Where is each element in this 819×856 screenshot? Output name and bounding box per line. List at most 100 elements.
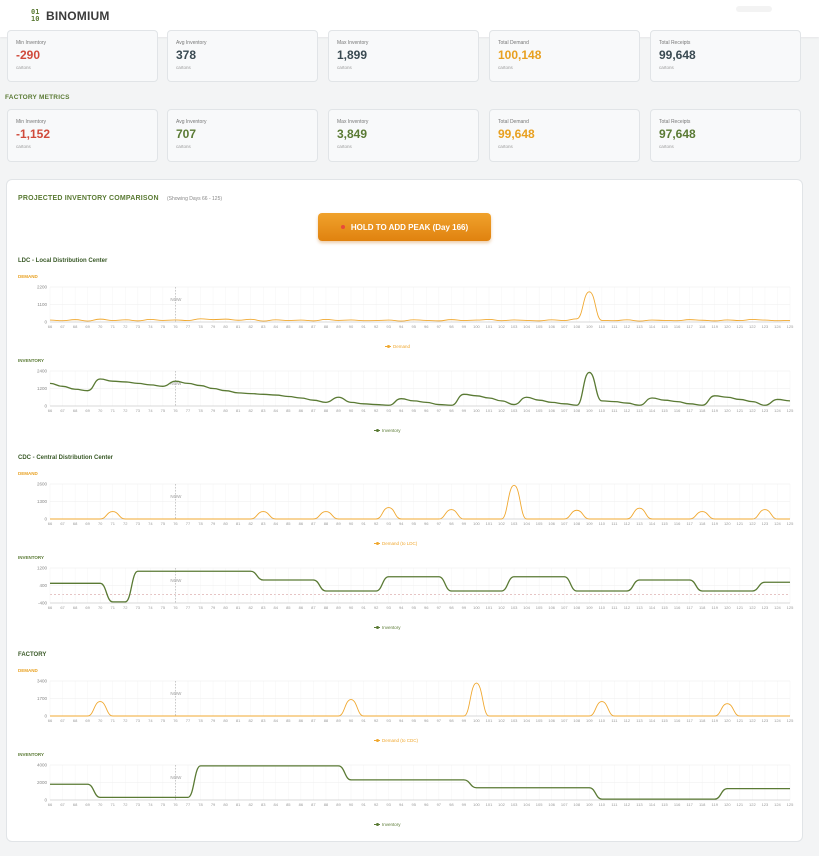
x-tick-label: 121 (736, 521, 743, 526)
factory-title: FACTORY (18, 652, 47, 658)
x-tick-label: 70 (98, 521, 103, 526)
x-tick-label: 88 (324, 324, 329, 329)
x-tick-label: 89 (336, 718, 341, 723)
series-line (50, 570, 790, 603)
x-tick-label: 114 (649, 718, 656, 723)
x-tick-label: 117 (686, 408, 693, 413)
x-tick-label: 83 (261, 802, 266, 807)
x-tick-label: 89 (336, 605, 341, 610)
x-tick-label: 122 (749, 324, 756, 329)
series-line (49, 682, 790, 717)
series-line (49, 371, 791, 406)
x-tick-label: 101 (486, 718, 493, 723)
x-tick-label: 83 (261, 324, 266, 329)
x-tick-label: 71 (110, 408, 115, 413)
x-tick-label: 105 (536, 605, 543, 610)
x-tick-label: 117 (686, 802, 693, 807)
add-peak-button[interactable]: HOLD TO ADD PEAK (Day 166) (318, 213, 491, 241)
x-tick-label: 125 (787, 521, 794, 526)
x-tick-label: 103 (511, 605, 518, 610)
metric-value: -1,152 (16, 127, 51, 141)
x-tick-label: 100 (473, 605, 480, 610)
x-tick-label: 75 (161, 605, 166, 610)
x-tick-label: 111 (611, 324, 618, 329)
x-tick-label: 118 (699, 324, 706, 329)
x-tick-label: 84 (274, 408, 279, 413)
metric-unit: cartons (16, 144, 31, 149)
x-tick-label: 107 (561, 605, 568, 610)
chart-legend[interactable]: Demand (385, 344, 410, 349)
x-tick-label: 70 (98, 324, 103, 329)
x-tick-label: 101 (486, 408, 493, 413)
x-tick-label: 100 (473, 521, 480, 526)
x-tick-label: 66 (48, 408, 53, 413)
x-tick-label: 116 (674, 802, 681, 807)
metric-label: Max Inventory (337, 40, 369, 46)
x-tick-label: 123 (762, 605, 769, 610)
x-tick-label: 120 (724, 605, 731, 610)
x-tick-label: 108 (573, 408, 580, 413)
x-tick-label: 99 (462, 521, 467, 526)
x-tick-label: 82 (248, 718, 253, 723)
x-tick-label: 122 (749, 521, 756, 526)
now-label: NOW (170, 578, 182, 583)
x-tick-label: 109 (586, 802, 593, 807)
x-tick-label: 106 (548, 605, 555, 610)
x-tick-label: 108 (573, 324, 580, 329)
app-logo[interactable]: 01 10 BINOMIUM (31, 9, 110, 24)
ldc-inventory-label: INVENTORY (18, 358, 45, 363)
y-tick-label: -400 (38, 601, 48, 606)
chart-legend[interactable]: Inventory (374, 822, 401, 827)
x-tick-label: 71 (110, 324, 115, 329)
y-tick-label: 0 (44, 798, 47, 803)
x-tick-label: 103 (511, 521, 518, 526)
x-tick-label: 99 (462, 408, 467, 413)
x-tick-label: 69 (85, 718, 90, 723)
chart-legend[interactable]: Inventory (374, 625, 401, 630)
x-tick-label: 89 (336, 408, 341, 413)
x-tick-label: 124 (774, 521, 781, 526)
x-tick-label: 124 (774, 605, 781, 610)
x-tick-label: 112 (624, 408, 631, 413)
x-tick-label: 122 (749, 408, 756, 413)
y-tick-label: 0 (44, 714, 47, 719)
metric-value: 99,648 (498, 127, 535, 141)
metric-unit: cartons (337, 144, 352, 149)
x-tick-label: 95 (412, 802, 417, 807)
metric-label: Total Receipts (659, 119, 691, 125)
x-tick-label: 119 (712, 605, 719, 610)
x-tick-label: 66 (48, 802, 53, 807)
ldc-title: LDC - Local Distribution Center (18, 258, 108, 264)
x-tick-label: 110 (599, 324, 606, 329)
x-tick-label: 84 (274, 802, 279, 807)
x-tick-label: 125 (787, 605, 794, 610)
x-tick-label: 125 (787, 324, 794, 329)
x-tick-label: 102 (498, 605, 505, 610)
chart-legend[interactable]: Demand (to LDC) (374, 541, 417, 546)
x-tick-label: 74 (148, 718, 153, 723)
x-tick-label: 117 (686, 324, 693, 329)
x-tick-label: 85 (286, 605, 291, 610)
top-bar-control[interactable] (736, 6, 772, 12)
x-tick-label: 68 (73, 408, 78, 413)
ldc_metrics-card-1: Avg Inventory 378 cartons (167, 30, 318, 82)
x-tick-label: 107 (561, 802, 568, 807)
x-tick-label: 86 (299, 521, 304, 526)
x-tick-label: 96 (424, 408, 429, 413)
x-tick-label: 81 (236, 408, 241, 413)
x-tick-label: 76 (173, 718, 178, 723)
x-tick-label: 84 (274, 605, 279, 610)
x-tick-label: 96 (424, 718, 429, 723)
x-tick-label: 75 (161, 408, 166, 413)
x-tick-label: 122 (749, 802, 756, 807)
x-tick-label: 79 (211, 521, 216, 526)
x-tick-label: 78 (198, 521, 203, 526)
x-tick-label: 91 (361, 718, 366, 723)
cdc-demand-label: DEMAND (18, 471, 38, 476)
ldc_metrics-card-0: Min Inventory -290 cartons (7, 30, 158, 82)
x-tick-label: 106 (548, 324, 555, 329)
x-tick-label: 69 (85, 521, 90, 526)
x-tick-label: 120 (724, 718, 731, 723)
chart-legend[interactable]: Inventory (374, 428, 401, 433)
chart-legend[interactable]: Demand (to CDC) (374, 738, 418, 743)
